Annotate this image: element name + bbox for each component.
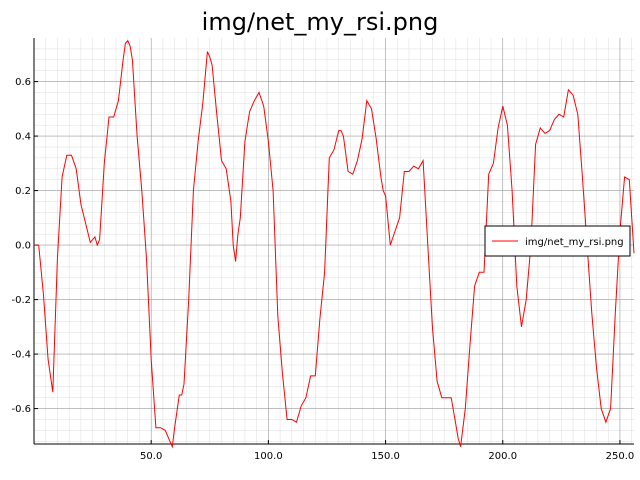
y-axis-ticks: -0.6 -0.4 -0.2 0.0 0.2 0.4 0.6 [11,77,38,415]
y-tick-label: -0.2 [11,295,31,306]
minor-grid [34,38,634,444]
y-tick-label: -0.4 [11,350,31,361]
y-tick-label: 0.6 [15,77,31,88]
x-tick-label: 150.0 [371,451,400,462]
y-tick-label: 0.0 [15,241,31,252]
x-tick-label: 50.0 [140,451,162,462]
major-grid [34,38,634,444]
axes [33,38,634,445]
y-tick-label: 0.4 [15,132,31,143]
legend-label: img/net_my_rsi.png [525,237,624,248]
chart-title: img/net_my_rsi.png [202,8,439,36]
x-tick-label: 200.0 [488,451,517,462]
x-tick-label: 100.0 [254,451,283,462]
x-axis-ticks: 50.0 100.0 150.0 200.0 250.0 [140,440,634,462]
series-line [34,39,635,449]
y-tick-label: 0.2 [15,186,31,197]
legend: img/net_my_rsi.png [484,225,631,257]
series-group [34,39,635,449]
x-tick-label: 250.0 [606,451,635,462]
y-tick-label: -0.6 [11,404,31,415]
